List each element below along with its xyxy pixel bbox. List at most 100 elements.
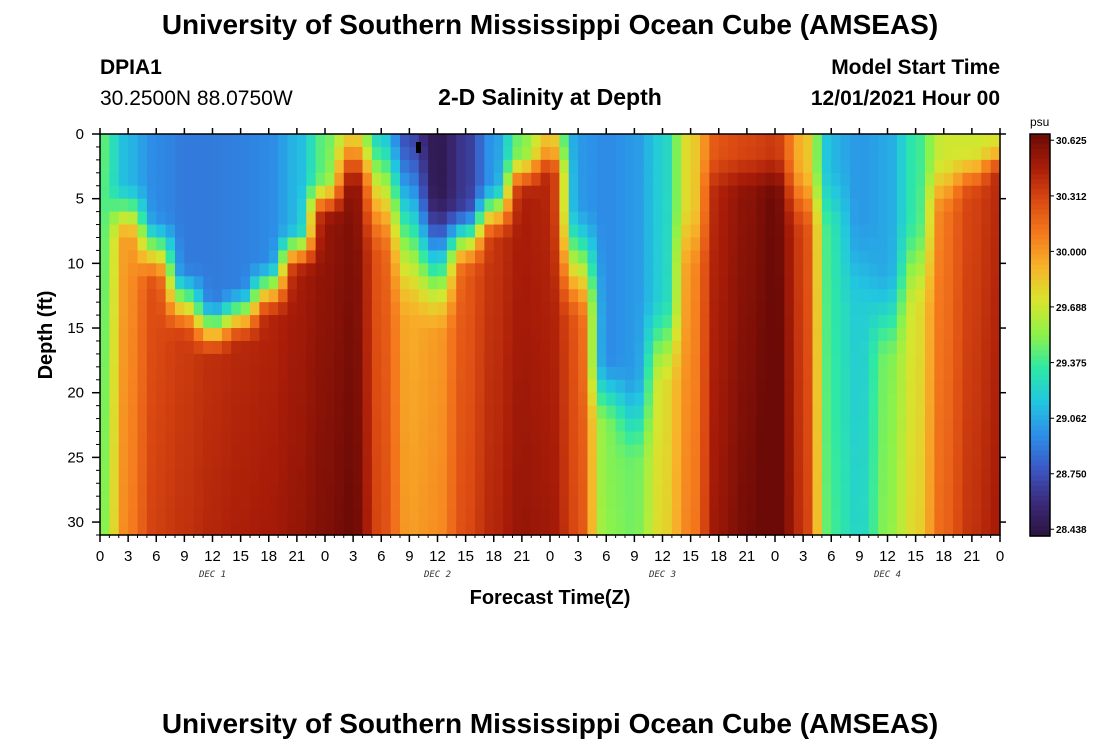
heatmap-cell <box>268 146 279 161</box>
heatmap-cell <box>287 328 298 342</box>
heatmap-cell <box>343 431 354 446</box>
heatmap-cell <box>831 405 842 420</box>
heatmap-cell <box>503 470 514 484</box>
heatmap-cell <box>775 340 785 355</box>
heatmap-cell <box>821 379 832 394</box>
heatmap-cell <box>409 444 420 458</box>
heatmap-cell <box>784 405 795 420</box>
heatmap-cell <box>221 379 232 394</box>
colorbar-cell <box>1030 184 1050 190</box>
heatmap-cell <box>400 392 410 407</box>
heatmap-cell <box>521 418 532 433</box>
heatmap-cell <box>784 431 795 446</box>
heatmap-cell <box>915 522 926 536</box>
heatmap-cell <box>568 198 579 213</box>
heatmap-cell <box>109 250 120 264</box>
heatmap-cell <box>737 444 748 458</box>
heatmap-cell <box>568 302 579 316</box>
heatmap-cell <box>371 250 382 264</box>
heatmap-cell <box>475 470 485 484</box>
heatmap-cell <box>606 431 617 446</box>
heatmap-cell <box>746 185 757 200</box>
heatmap-cell <box>231 328 242 342</box>
colorbar-cell <box>1030 475 1050 482</box>
heatmap-cell <box>128 185 139 200</box>
heatmap-cell <box>521 431 532 446</box>
heatmap-cell <box>840 276 851 290</box>
y-tick-label: 15 <box>67 320 84 337</box>
heatmap-cell <box>362 405 373 420</box>
heatmap-cell <box>821 159 832 174</box>
heatmap-cell <box>268 250 279 264</box>
heatmap-cell <box>437 302 448 316</box>
heatmap-cell <box>400 198 410 213</box>
heatmap-cell <box>643 224 654 239</box>
heatmap-cell <box>362 198 373 213</box>
heatmap-cell <box>878 276 889 290</box>
heatmap-cell <box>662 315 673 329</box>
heatmap-cell <box>475 522 485 536</box>
heatmap-cell <box>568 444 579 458</box>
heatmap-cell <box>540 172 551 187</box>
heatmap-cell <box>362 237 373 252</box>
heatmap-cell <box>400 496 410 510</box>
heatmap-cell <box>409 496 420 510</box>
heatmap-cell <box>371 496 382 510</box>
heatmap-cell <box>334 379 345 394</box>
heatmap-cell <box>531 289 542 303</box>
heatmap-cell <box>212 340 223 355</box>
heatmap-cell <box>390 418 401 433</box>
heatmap-cell <box>784 198 795 213</box>
heatmap-cell <box>756 457 767 471</box>
heatmap-cell <box>540 302 551 316</box>
heatmap-cell <box>915 315 926 329</box>
heatmap-cell <box>343 263 354 277</box>
heatmap-cell <box>118 353 129 368</box>
heatmap-cell <box>821 276 832 290</box>
heatmap-cell <box>840 379 851 394</box>
heatmap-cell <box>943 185 954 200</box>
heatmap-cell <box>465 483 476 497</box>
heatmap-cell <box>250 496 260 510</box>
heatmap-cell <box>362 250 373 264</box>
heatmap-cell <box>175 431 185 446</box>
heatmap-cell <box>362 483 373 497</box>
heatmap-cell <box>868 185 879 200</box>
heatmap-cell <box>175 470 185 484</box>
heatmap-cell <box>953 457 964 471</box>
heatmap-cell <box>821 250 832 264</box>
heatmap-cell <box>250 211 260 226</box>
heatmap-cell <box>606 418 617 433</box>
heatmap-cell <box>953 315 964 329</box>
heatmap-cell <box>437 444 448 458</box>
heatmap-cell <box>850 159 860 174</box>
heatmap-cell <box>943 509 954 523</box>
heatmap-cell <box>596 237 607 252</box>
colorbar-cell <box>1030 234 1050 241</box>
heatmap-cell <box>221 496 232 510</box>
heatmap-cell <box>418 134 429 148</box>
heatmap-cell <box>784 522 795 536</box>
heatmap-cell <box>606 379 617 394</box>
heatmap-cell <box>915 185 926 200</box>
heatmap-cell <box>671 418 682 433</box>
heatmap-cell <box>971 366 982 381</box>
heatmap-cell <box>559 470 570 484</box>
heatmap-cell <box>887 509 898 523</box>
heatmap-cell <box>559 276 570 290</box>
x-tick-label: 12 <box>879 548 896 565</box>
heatmap-cell <box>728 250 739 264</box>
colorbar-cell <box>1030 365 1050 371</box>
heatmap-cell <box>390 198 401 213</box>
heatmap-cell <box>193 366 204 381</box>
heatmap-cell <box>418 379 429 394</box>
heatmap-cell <box>315 340 326 355</box>
heatmap-cell <box>400 444 410 458</box>
heatmap-cell <box>203 444 214 458</box>
heatmap-cell <box>343 496 354 510</box>
heatmap-cell <box>887 159 898 174</box>
heatmap-cell <box>662 198 673 213</box>
heatmap-cell <box>690 392 701 407</box>
heatmap-cell <box>981 289 992 303</box>
heatmap-cell <box>353 134 364 148</box>
